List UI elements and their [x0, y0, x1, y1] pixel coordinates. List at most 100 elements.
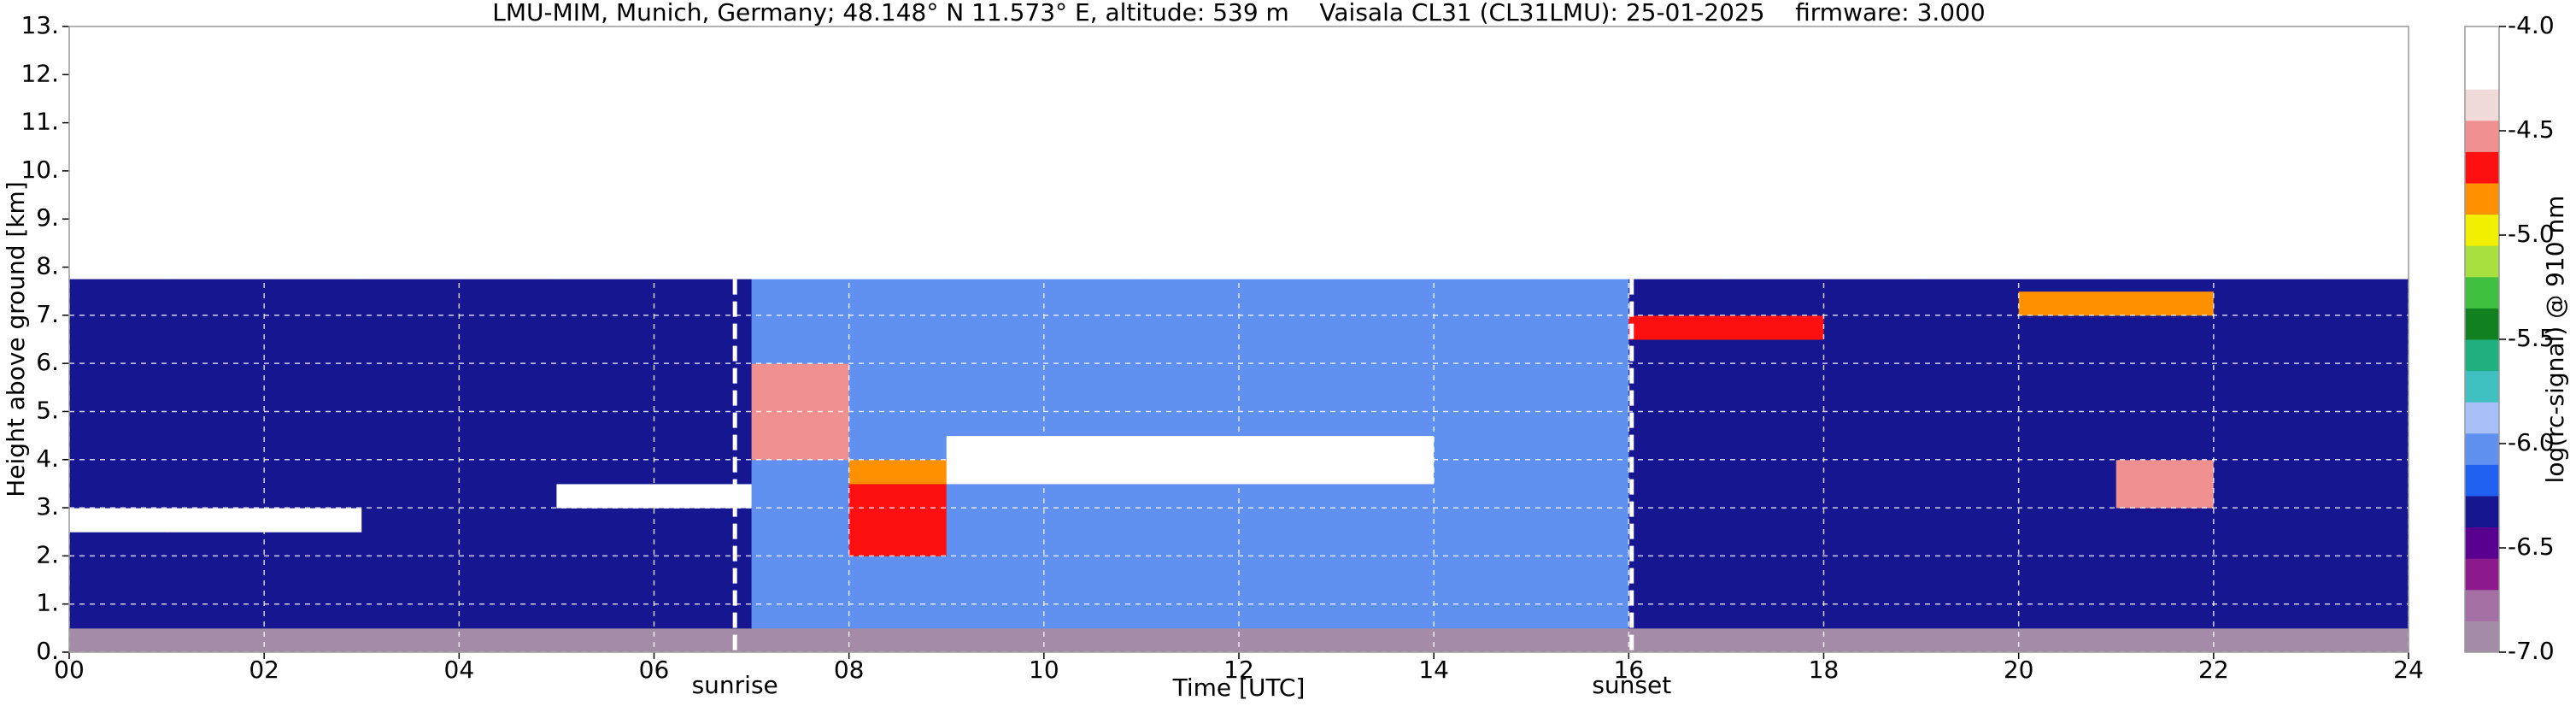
heatmap-cell: [1531, 315, 1629, 340]
heatmap-cell: [654, 483, 753, 509]
heatmap-cell: [1726, 291, 1824, 316]
y-tick-label: 10.: [21, 156, 59, 184]
heatmap-cell: [2310, 387, 2409, 412]
heatmap-cell: [1628, 315, 1727, 340]
heatmap-cell: [1921, 532, 2020, 556]
heatmap-cell: [751, 315, 850, 340]
heatmap-cell: [1043, 387, 1142, 412]
heatmap-cell: [556, 279, 654, 292]
heatmap-cell: [361, 556, 460, 581]
colorbar-segment: [2465, 527, 2499, 559]
heatmap-cell: [2310, 279, 2409, 292]
heatmap-cell: [1141, 435, 1240, 461]
heatmap-cell: [1921, 435, 2020, 461]
heatmap-cell: [1823, 387, 1922, 412]
heatmap-cell: [1726, 339, 1824, 364]
heatmap-cell: [264, 315, 362, 340]
heatmap-cell: [1239, 363, 1337, 388]
heatmap-cell: [2115, 508, 2215, 532]
heatmap-cell: [1531, 580, 1629, 605]
heatmap-cell: [1043, 603, 1142, 629]
heatmap-cell: [751, 435, 850, 461]
heatmap-cell: [459, 387, 557, 412]
heatmap-cell: [946, 556, 1045, 581]
heatmap-cell: [1141, 339, 1240, 364]
heatmap-cell: [2310, 556, 2409, 581]
heatmap-cell: [1823, 435, 1922, 461]
heatmap-cell: [167, 459, 265, 485]
heatmap-cell: [167, 603, 265, 629]
heatmap-cell: [1141, 532, 1240, 556]
heatmap-cell: [556, 435, 654, 461]
heatmap-cell: [2310, 483, 2409, 509]
heatmap-cell: [264, 603, 362, 629]
heatmap-cell: [459, 556, 557, 581]
heatmap-cell: [946, 315, 1045, 340]
heatmap-cell: [1434, 363, 1532, 388]
heatmap-cell: [1434, 459, 1532, 485]
heatmap-cell: [1434, 435, 1532, 461]
heatmap-cell: [1628, 508, 1727, 532]
heatmap-cell: [654, 556, 753, 581]
heatmap-cell: [654, 508, 753, 532]
heatmap-cell: [1726, 315, 1824, 340]
heatmap-cell: [751, 459, 850, 485]
heatmap-cell: [946, 435, 1045, 461]
heatmap-cell: [946, 459, 1045, 485]
heatmap-cell: [751, 603, 850, 629]
heatmap-cell: [69, 315, 167, 340]
heatmap-cell: [1336, 339, 1435, 364]
heatmap-cell: [848, 387, 948, 412]
heatmap-cell: [361, 339, 460, 364]
heatmap-cell: [264, 532, 362, 556]
heatmap-cell: [2310, 411, 2409, 437]
heatmap-cell: [848, 315, 948, 340]
x-tick-label: 02: [249, 656, 279, 684]
heatmap-cell: [1531, 532, 1629, 556]
heatmap-cell: [1043, 556, 1142, 581]
heatmap-cell: [1239, 483, 1337, 509]
heatmap-cell: [1141, 603, 1240, 629]
heatmap-cell: [654, 279, 753, 292]
heatmap-cell: [848, 279, 948, 292]
colorbar-tick-label: -6.0: [2508, 428, 2555, 456]
heatmap-cell: [946, 279, 1045, 292]
heatmap-cell: [946, 532, 1045, 556]
x-tick-label: 12: [1223, 656, 1254, 684]
heatmap-cell: [1141, 363, 1240, 388]
heatmap-cell: [946, 339, 1045, 364]
heatmap-cell: [848, 459, 948, 485]
heatmap-cell: [69, 291, 167, 316]
heatmap-cell: [848, 339, 948, 364]
heatmap-cell: [654, 435, 753, 461]
heatmap-cell: [1043, 411, 1142, 437]
heatmap-cell: [69, 508, 167, 532]
heatmap-cell: [2115, 556, 2215, 581]
heatmap-cell: [1726, 556, 1824, 581]
heatmap-cell: [1726, 387, 1824, 412]
y-tick-label: 7.: [36, 300, 59, 328]
colorbar-tick-label: -4.0: [2508, 11, 2555, 39]
heatmap-cell: [1434, 279, 1532, 292]
heatmap-cell: [1726, 363, 1824, 388]
heatmap-cell: [556, 627, 654, 653]
heatmap-cell: [1628, 627, 1727, 653]
heatmap-cell: [1823, 459, 1922, 485]
heatmap-cell: [1726, 435, 1824, 461]
colorbar-segment: [2465, 120, 2499, 152]
heatmap-cell: [2213, 279, 2312, 292]
heatmap-cell: [361, 580, 460, 605]
heatmap-cell: [2018, 387, 2117, 412]
heatmap-cell: [1141, 508, 1240, 532]
heatmap-cell: [264, 508, 362, 532]
heatmap-cell: [1434, 315, 1532, 340]
heatmap-cell: [1823, 291, 1922, 316]
heatmap-cell: [1531, 339, 1629, 364]
heatmap-cell: [1239, 279, 1337, 292]
heatmap-cell: [556, 532, 654, 556]
heatmap-cell: [1921, 315, 2020, 340]
heatmap-cell: [654, 603, 753, 629]
x-tick-label: 20: [2004, 656, 2034, 684]
heatmap-cell: [1239, 315, 1337, 340]
heatmap-cell: [1628, 532, 1727, 556]
